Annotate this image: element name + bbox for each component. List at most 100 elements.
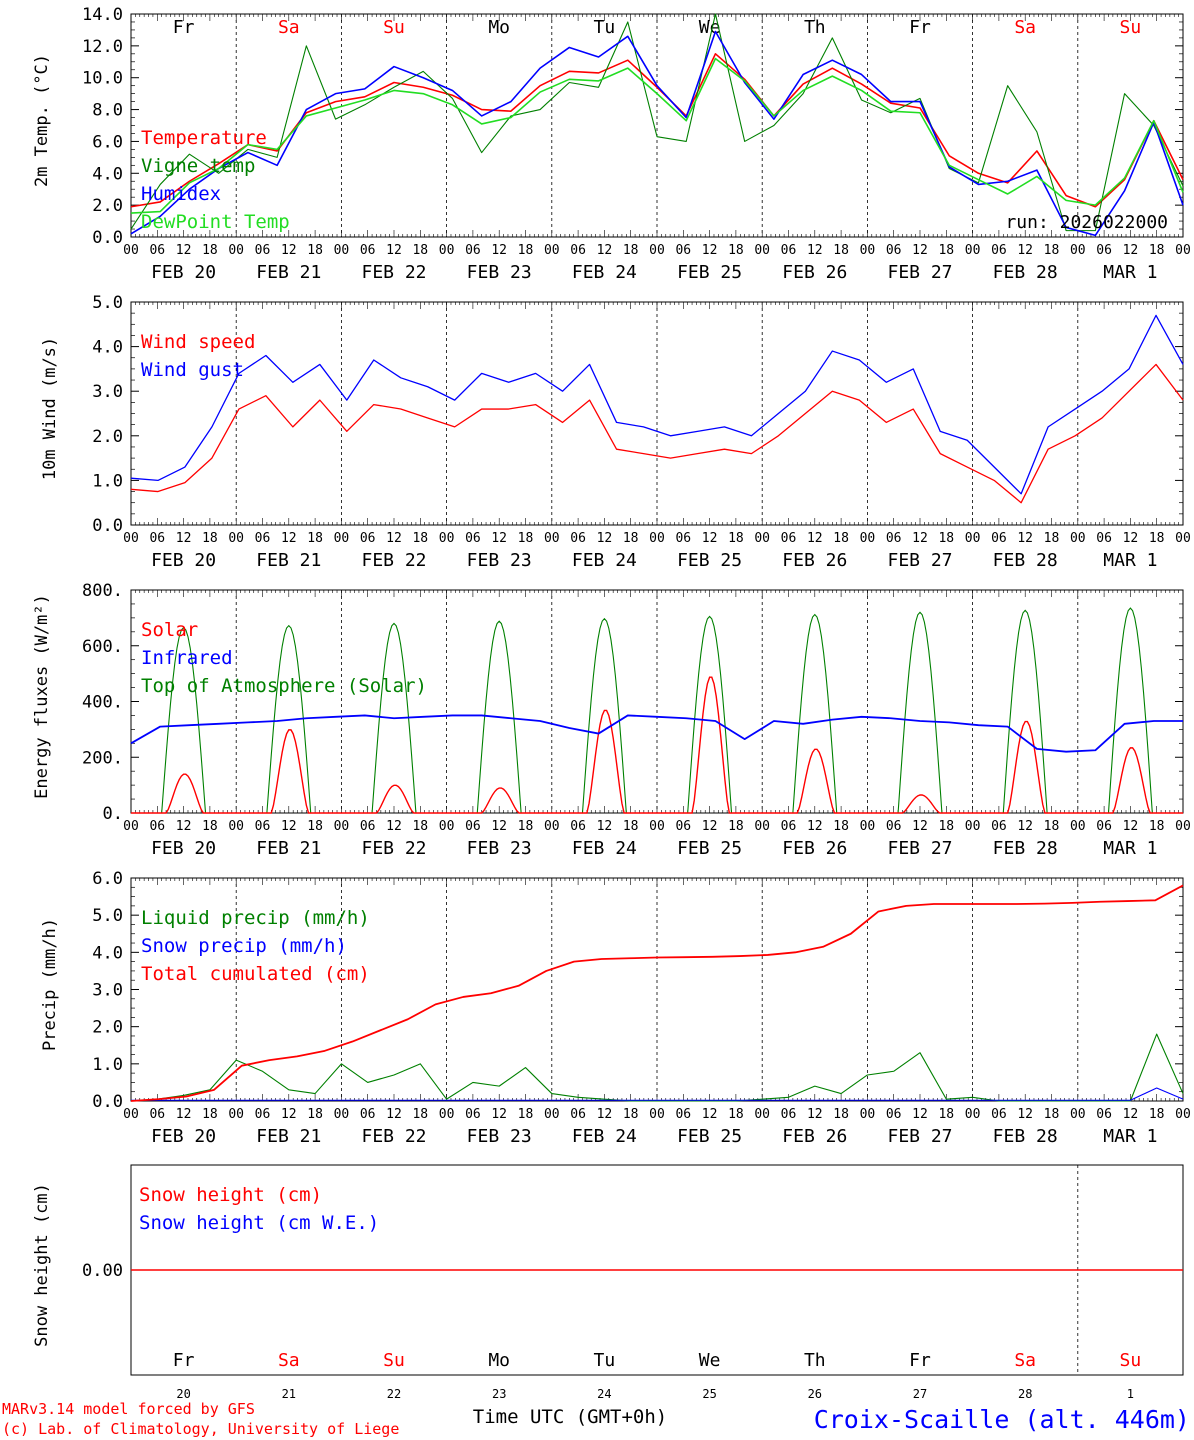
x-tick-label: 18 (728, 531, 744, 546)
date-label: FEB 26 (782, 838, 847, 859)
x-tick-label: 12 (912, 1107, 928, 1122)
x-tick-label: 06 (255, 243, 271, 258)
y-tick-label: 3.0 (92, 981, 123, 1001)
date-label: FEB 22 (361, 262, 426, 283)
series-line (130, 363, 1184, 504)
y-tick-label: 400. (82, 693, 123, 713)
day-number: 20 (176, 1387, 190, 1401)
day-number: 25 (702, 1387, 716, 1401)
weekday-label: Su (1120, 1350, 1142, 1371)
weekday-label: Su (1120, 17, 1142, 38)
x-tick-label: 00 (544, 1107, 560, 1122)
x-tick-label: 12 (807, 243, 823, 258)
x-tick-label: 00 (1070, 1107, 1086, 1122)
legend-temperature: Temperature (141, 127, 267, 149)
x-tick-label: 12 (281, 531, 297, 546)
date-label: FEB 24 (572, 1126, 637, 1147)
x-tick-label: 18 (412, 1107, 428, 1122)
x-tick-label: 06 (570, 1107, 586, 1122)
x-tick-label: 00 (228, 819, 244, 834)
x-tick-label: 00 (123, 243, 139, 258)
date-label: FEB 24 (572, 550, 637, 571)
date-label: FEB 20 (151, 1126, 216, 1147)
x-tick-label: 12 (912, 819, 928, 834)
weekday-label: Sa (278, 17, 300, 38)
x-tick-label: 06 (781, 1107, 797, 1122)
y-tick-label: 0.0 (92, 228, 123, 248)
x-tick-label: 06 (1096, 531, 1112, 546)
x-tick-label: 06 (781, 819, 797, 834)
x-tick-label: 00 (1175, 243, 1191, 258)
x-tick-label: 18 (1044, 531, 1060, 546)
x-tick-label: 06 (360, 819, 376, 834)
x-tick-label: 12 (702, 1107, 718, 1122)
x-tick-label: 12 (702, 531, 718, 546)
x-tick-label: 18 (623, 1107, 639, 1122)
x-tick-label: 12 (491, 819, 507, 834)
x-tick-label: 12 (1123, 243, 1139, 258)
x-tick-label: 06 (570, 819, 586, 834)
x-tick-label: 18 (938, 531, 954, 546)
x-tick-label: 18 (728, 819, 744, 834)
plot-frame (130, 301, 1184, 526)
date-label: FEB 24 (572, 838, 637, 859)
x-tick-label: 06 (149, 531, 165, 546)
x-tick-label: 06 (255, 1107, 271, 1122)
date-label: FEB 23 (467, 838, 532, 859)
series-line (131, 1087, 1184, 1101)
y-axis-label: Snow height (cm) (32, 1183, 52, 1347)
x-tick-label: 00 (1175, 819, 1191, 834)
x-tick-label: 06 (465, 1107, 481, 1122)
x-tick-label: 06 (991, 1107, 1007, 1122)
date-label: FEB 24 (572, 262, 637, 283)
x-tick-label: 12 (176, 531, 192, 546)
x-tick-label: 12 (176, 243, 192, 258)
x-tick-label: 12 (386, 1107, 402, 1122)
x-tick-label: 06 (675, 531, 691, 546)
date-label: FEB 26 (782, 550, 847, 571)
y-tick-label: 0. (103, 804, 123, 824)
x-tick-label: 18 (938, 819, 954, 834)
date-label: MAR 1 (1103, 550, 1157, 571)
y-tick-label: 200. (82, 748, 123, 768)
y-tick-label: 4.0 (92, 164, 123, 184)
date-label: FEB 22 (361, 550, 426, 571)
weekday-label: Tu (594, 17, 616, 38)
weekday-label: Fr (173, 17, 195, 38)
date-label: FEB 25 (677, 1126, 742, 1147)
y-tick-label: 800. (82, 581, 123, 601)
x-tick-label: 00 (860, 531, 876, 546)
x-tick-label: 06 (781, 531, 797, 546)
legend-humidex: Humidex (141, 183, 221, 205)
day-number: 24 (597, 1387, 611, 1401)
x-tick-label: 00 (754, 531, 770, 546)
legend-wind-gust: Wind gust (141, 359, 244, 381)
x-tick-label: 00 (860, 243, 876, 258)
x-tick-label: 18 (307, 531, 323, 546)
date-label: FEB 27 (887, 262, 952, 283)
date-label: FEB 23 (467, 1126, 532, 1147)
x-tick-label: 12 (281, 819, 297, 834)
x-tick-label: 06 (991, 531, 1007, 546)
x-tick-label: 06 (675, 1107, 691, 1122)
date-label: FEB 28 (993, 262, 1058, 283)
x-tick-label: 12 (807, 531, 823, 546)
legend-infrared: Infrared (141, 647, 233, 669)
x-tick-label: 18 (518, 819, 534, 834)
y-axis-label: 2m Temp. (°C) (32, 54, 52, 187)
y-tick-label: 6.0 (92, 869, 123, 889)
date-label: FEB 20 (151, 838, 216, 859)
weekday-label: Fr (909, 1350, 931, 1371)
day-number: 21 (282, 1387, 296, 1401)
x-tick-label: 12 (702, 243, 718, 258)
x-tick-label: 06 (360, 531, 376, 546)
x-tick-label: 06 (570, 243, 586, 258)
x-tick-label: 06 (1096, 819, 1112, 834)
x-tick-label: 00 (754, 819, 770, 834)
date-label: FEB 23 (467, 550, 532, 571)
x-tick-label: 12 (597, 243, 613, 258)
x-tick-label: 06 (360, 1107, 376, 1122)
x-tick-label: 18 (202, 1107, 218, 1122)
x-tick-label: 12 (597, 819, 613, 834)
run-label: run: 2026022000 (1005, 212, 1168, 233)
